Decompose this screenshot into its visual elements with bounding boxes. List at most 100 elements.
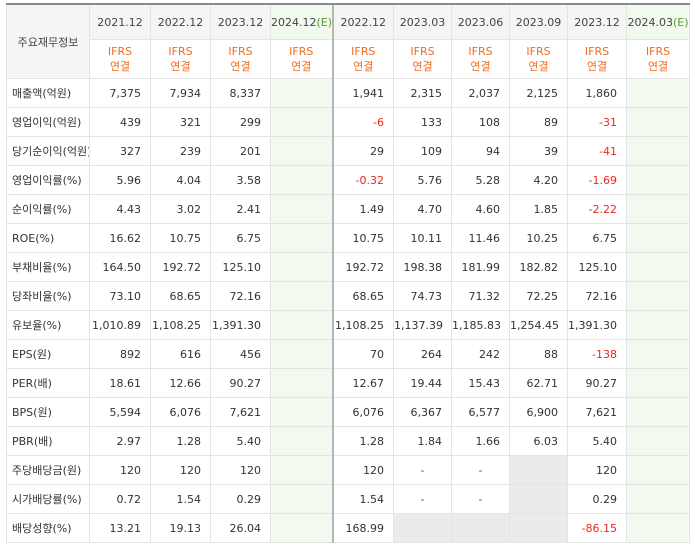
value-cell: -41 <box>567 136 627 166</box>
value-cell: -6 <box>331 107 394 137</box>
period-quarter-2022-12: 2022.12 <box>331 3 394 40</box>
value-cell: 88 <box>509 339 568 369</box>
table-row: 시가배당률(%) 0.72 1.54 0.29 1.54- -0.29 <box>6 484 690 514</box>
value-cell <box>626 368 690 398</box>
value-cell: 4.60 <box>451 194 510 224</box>
value-cell <box>626 426 690 456</box>
value-cell: 1,860 <box>567 78 627 108</box>
table-row: 당기순이익(억원) 327 239 201 29 109 94 39 -41 <box>6 136 690 166</box>
value-cell: 192.72 <box>150 252 211 282</box>
value-cell <box>270 223 333 253</box>
basis-standard: IFRS <box>410 45 435 58</box>
value-cell: 120 <box>567 455 627 485</box>
value-cell: 7,934 <box>150 78 211 108</box>
value-cell <box>626 310 690 340</box>
row-label: 배당성향(%) <box>6 513 90 543</box>
table-row: EPS(원) 892 616 456 70 264 242 88 -138 <box>6 339 690 369</box>
value-cell: 5.28 <box>451 165 510 195</box>
value-cell: 68.65 <box>150 281 211 311</box>
value-cell: 1.66 <box>451 426 510 456</box>
value-cell: 120 <box>150 455 211 485</box>
basis-consolidation: 연결 <box>647 60 669 73</box>
table-row: ROE(%) 16.62 10.75 6.75 10.75 10.11 11.46 10.25… <box>6 223 690 253</box>
value-cell: 72.25 <box>509 281 568 311</box>
value-cell: 168.99 <box>331 513 394 543</box>
value-cell: -138 <box>567 339 627 369</box>
value-cell: 73.10 <box>89 281 151 311</box>
value-cell: 892 <box>89 339 151 369</box>
basis-standard: IFRS <box>351 45 376 58</box>
value-cell: 0.29 <box>567 484 627 514</box>
value-cell: 5,594 <box>89 397 151 427</box>
value-cell: 68.65 <box>331 281 394 311</box>
value-cell: 192.72 <box>331 252 394 282</box>
value-cell <box>626 223 690 253</box>
value-cell: 108 <box>451 107 510 137</box>
value-cell: 5.76 <box>393 165 452 195</box>
period-annual-2021: 2021.12 <box>89 3 151 40</box>
row-label: 영업이익률(%) <box>6 165 90 195</box>
value-cell: -1.69 <box>567 165 627 195</box>
value-cell: - <box>393 484 452 514</box>
financial-summary-table: 주요재무정보 2021.12 2022.12 2023.12 2024.12(E… <box>6 3 690 543</box>
value-cell: -31 <box>567 107 627 137</box>
value-cell: 72.16 <box>567 281 627 311</box>
basis-standard: IFRS <box>645 45 671 58</box>
value-cell: 4.43 <box>89 194 151 224</box>
value-cell: 6,076 <box>331 397 394 427</box>
basis-standard: IFRS <box>289 45 314 58</box>
period-label: 2024.12 <box>271 15 317 29</box>
row-label: 영업이익(억원) <box>6 107 90 137</box>
table-row: 영업이익률(%) 5.96 4.04 3.58 -0.32 5.76 5.28 4.20 -1.… <box>6 165 690 195</box>
row-label: 주당배당금(원) <box>6 455 90 485</box>
value-cell: 1,108.25 <box>150 310 211 340</box>
value-cell <box>270 339 333 369</box>
value-cell: 1.85 <box>509 194 568 224</box>
row-label: 부채비율(%) <box>6 252 90 282</box>
value-cell <box>270 513 333 543</box>
basis-consolidation: 연결 <box>291 60 312 73</box>
value-cell: 1.49 <box>331 194 394 224</box>
value-cell <box>270 310 333 340</box>
value-cell: 10.75 <box>331 223 394 253</box>
value-cell: 1,391.30 <box>210 310 271 340</box>
value-cell <box>626 194 690 224</box>
row-label: 당기순이익(억원) <box>6 136 90 166</box>
basis-standard: IFRS <box>228 45 253 58</box>
value-cell: 120 <box>331 455 394 485</box>
value-cell: 321 <box>150 107 211 137</box>
value-cell: 182.82 <box>509 252 568 282</box>
basis-consolidation: 연결 <box>528 60 549 73</box>
value-cell: 6,900 <box>509 397 568 427</box>
value-cell: 4.20 <box>509 165 568 195</box>
basis-standard: IFRS <box>168 45 193 58</box>
value-cell: -0.32 <box>331 165 394 195</box>
value-cell: 89 <box>509 107 568 137</box>
basis-cell: IFRS 연결 <box>210 39 271 79</box>
value-cell: 12.67 <box>331 368 394 398</box>
basis-standard: IFRS <box>526 45 551 58</box>
row-label: 당좌비율(%) <box>6 281 90 311</box>
basis-cell: IFRS 연결 <box>626 39 690 79</box>
table-row: PBR(배) 2.97 1.28 5.40 1.28 1.84 1.66 6.03 5.40 <box>6 426 690 456</box>
value-cell <box>626 165 690 195</box>
value-cell: - <box>451 484 510 514</box>
corner-label: 주요재무정보 <box>6 3 90 79</box>
value-cell: 125.10 <box>567 252 627 282</box>
period-quarter-2023-03: 2023.03 <box>393 3 452 40</box>
value-cell: 201 <box>210 136 271 166</box>
period-annual-2023: 2023.12 <box>210 3 271 40</box>
value-cell: 1,108.25 <box>331 310 394 340</box>
value-cell: 74.73 <box>393 281 452 311</box>
basis-cell: IFRS 연결 <box>567 39 627 79</box>
value-cell: 71.32 <box>451 281 510 311</box>
value-cell: 26.04 <box>210 513 271 543</box>
value-cell <box>626 339 690 369</box>
value-cell <box>626 78 690 108</box>
value-cell: 6,367 <box>393 397 452 427</box>
row-label: PER(배) <box>6 368 90 398</box>
value-cell: 0.29 <box>210 484 271 514</box>
value-cell <box>626 281 690 311</box>
table-row: 부채비율(%) 164.50 192.72 125.10 192.72 198.38 181… <box>6 252 690 282</box>
value-cell: 15.43 <box>451 368 510 398</box>
